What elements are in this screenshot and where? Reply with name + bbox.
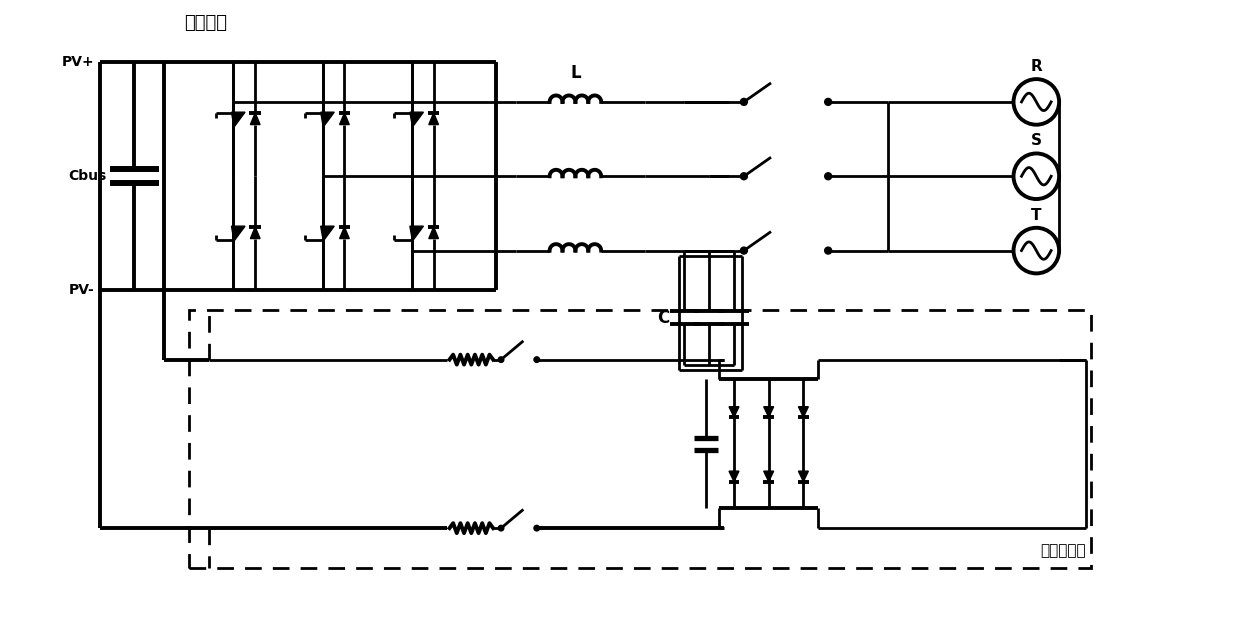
Polygon shape <box>232 226 246 241</box>
Polygon shape <box>764 406 774 417</box>
Circle shape <box>498 357 503 363</box>
Polygon shape <box>729 471 739 481</box>
Circle shape <box>825 173 832 180</box>
Text: T: T <box>1032 208 1042 223</box>
Polygon shape <box>321 226 335 241</box>
Polygon shape <box>250 113 260 124</box>
Polygon shape <box>429 113 439 124</box>
Text: PV+: PV+ <box>62 55 94 69</box>
Polygon shape <box>250 227 260 239</box>
Circle shape <box>534 357 539 363</box>
Text: C: C <box>657 309 670 326</box>
Polygon shape <box>410 226 423 241</box>
Polygon shape <box>799 406 808 417</box>
Polygon shape <box>799 471 808 481</box>
Polygon shape <box>764 471 774 481</box>
Text: PV-: PV- <box>69 283 94 297</box>
Circle shape <box>740 247 748 254</box>
Circle shape <box>740 98 748 105</box>
Text: 直流母线: 直流母线 <box>184 13 227 32</box>
Polygon shape <box>340 227 350 239</box>
Circle shape <box>825 98 832 105</box>
Text: R: R <box>1030 59 1042 74</box>
Text: L: L <box>570 64 580 82</box>
Polygon shape <box>232 112 246 127</box>
Polygon shape <box>410 112 423 127</box>
Polygon shape <box>321 112 335 127</box>
Circle shape <box>740 173 748 180</box>
Circle shape <box>534 525 539 531</box>
Polygon shape <box>729 406 739 417</box>
Polygon shape <box>340 113 350 124</box>
Text: S: S <box>1030 133 1042 149</box>
Circle shape <box>498 525 503 531</box>
Circle shape <box>825 247 832 254</box>
Polygon shape <box>429 227 439 239</box>
Text: Cbus: Cbus <box>68 170 107 184</box>
Text: 预充电电路: 预充电电路 <box>1040 543 1086 558</box>
